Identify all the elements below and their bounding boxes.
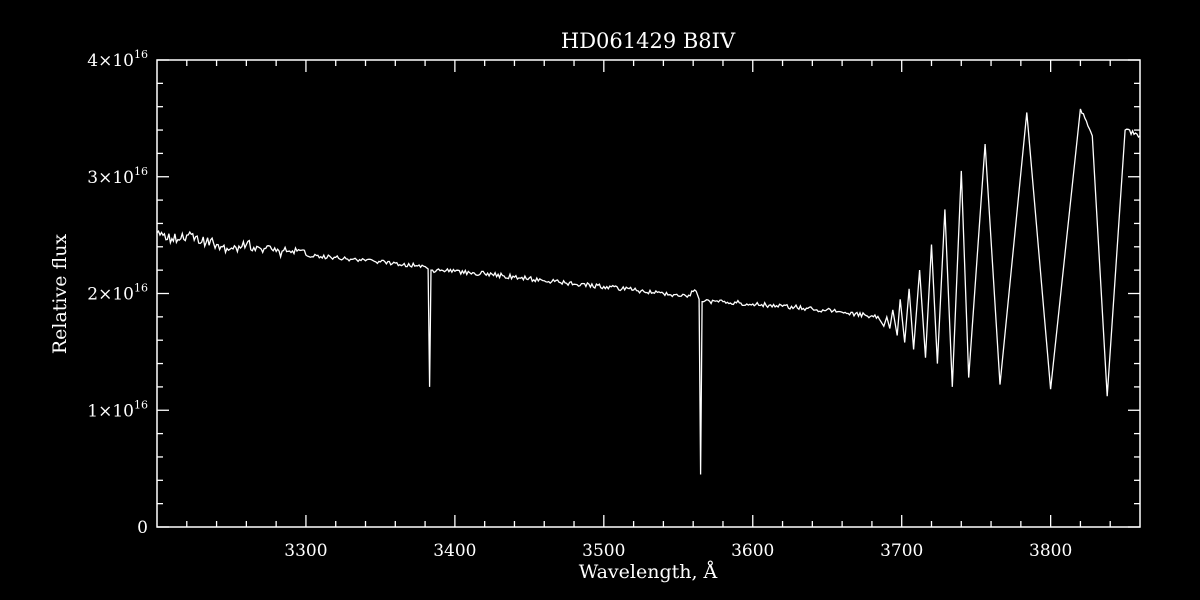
- y-tick-label: 3×1016: [87, 165, 148, 188]
- x-tick-label: 3400: [433, 541, 476, 561]
- x-tick-label: 3600: [731, 541, 774, 561]
- x-tick-labels: 3300 3400 3500 3600 3700 3800: [284, 541, 1072, 561]
- x-tick-label: 3500: [582, 541, 625, 561]
- x-axis-title: Wavelength, Å: [579, 561, 718, 583]
- x-tick-label: 3300: [284, 541, 327, 561]
- plot-frame: [156, 59, 1141, 528]
- y-tick-label: 1×1016: [87, 398, 148, 421]
- spectrum-line: [156, 108, 1141, 475]
- y-tick-label: 4×1016: [87, 48, 148, 71]
- y-tick-label: 2×1016: [87, 282, 148, 305]
- y-tick-label: 0: [137, 518, 148, 538]
- x-tick-label: 3700: [880, 541, 923, 561]
- x-tick-label: 3800: [1029, 541, 1072, 561]
- chart-title: HD061429 B8IV: [561, 29, 736, 53]
- axis-ticks: [157, 59, 1140, 528]
- y-axis-title: Relative flux: [49, 234, 71, 355]
- y-tick-labels: 0 1×1016 2×1016 3×1016 4×1016: [87, 48, 148, 538]
